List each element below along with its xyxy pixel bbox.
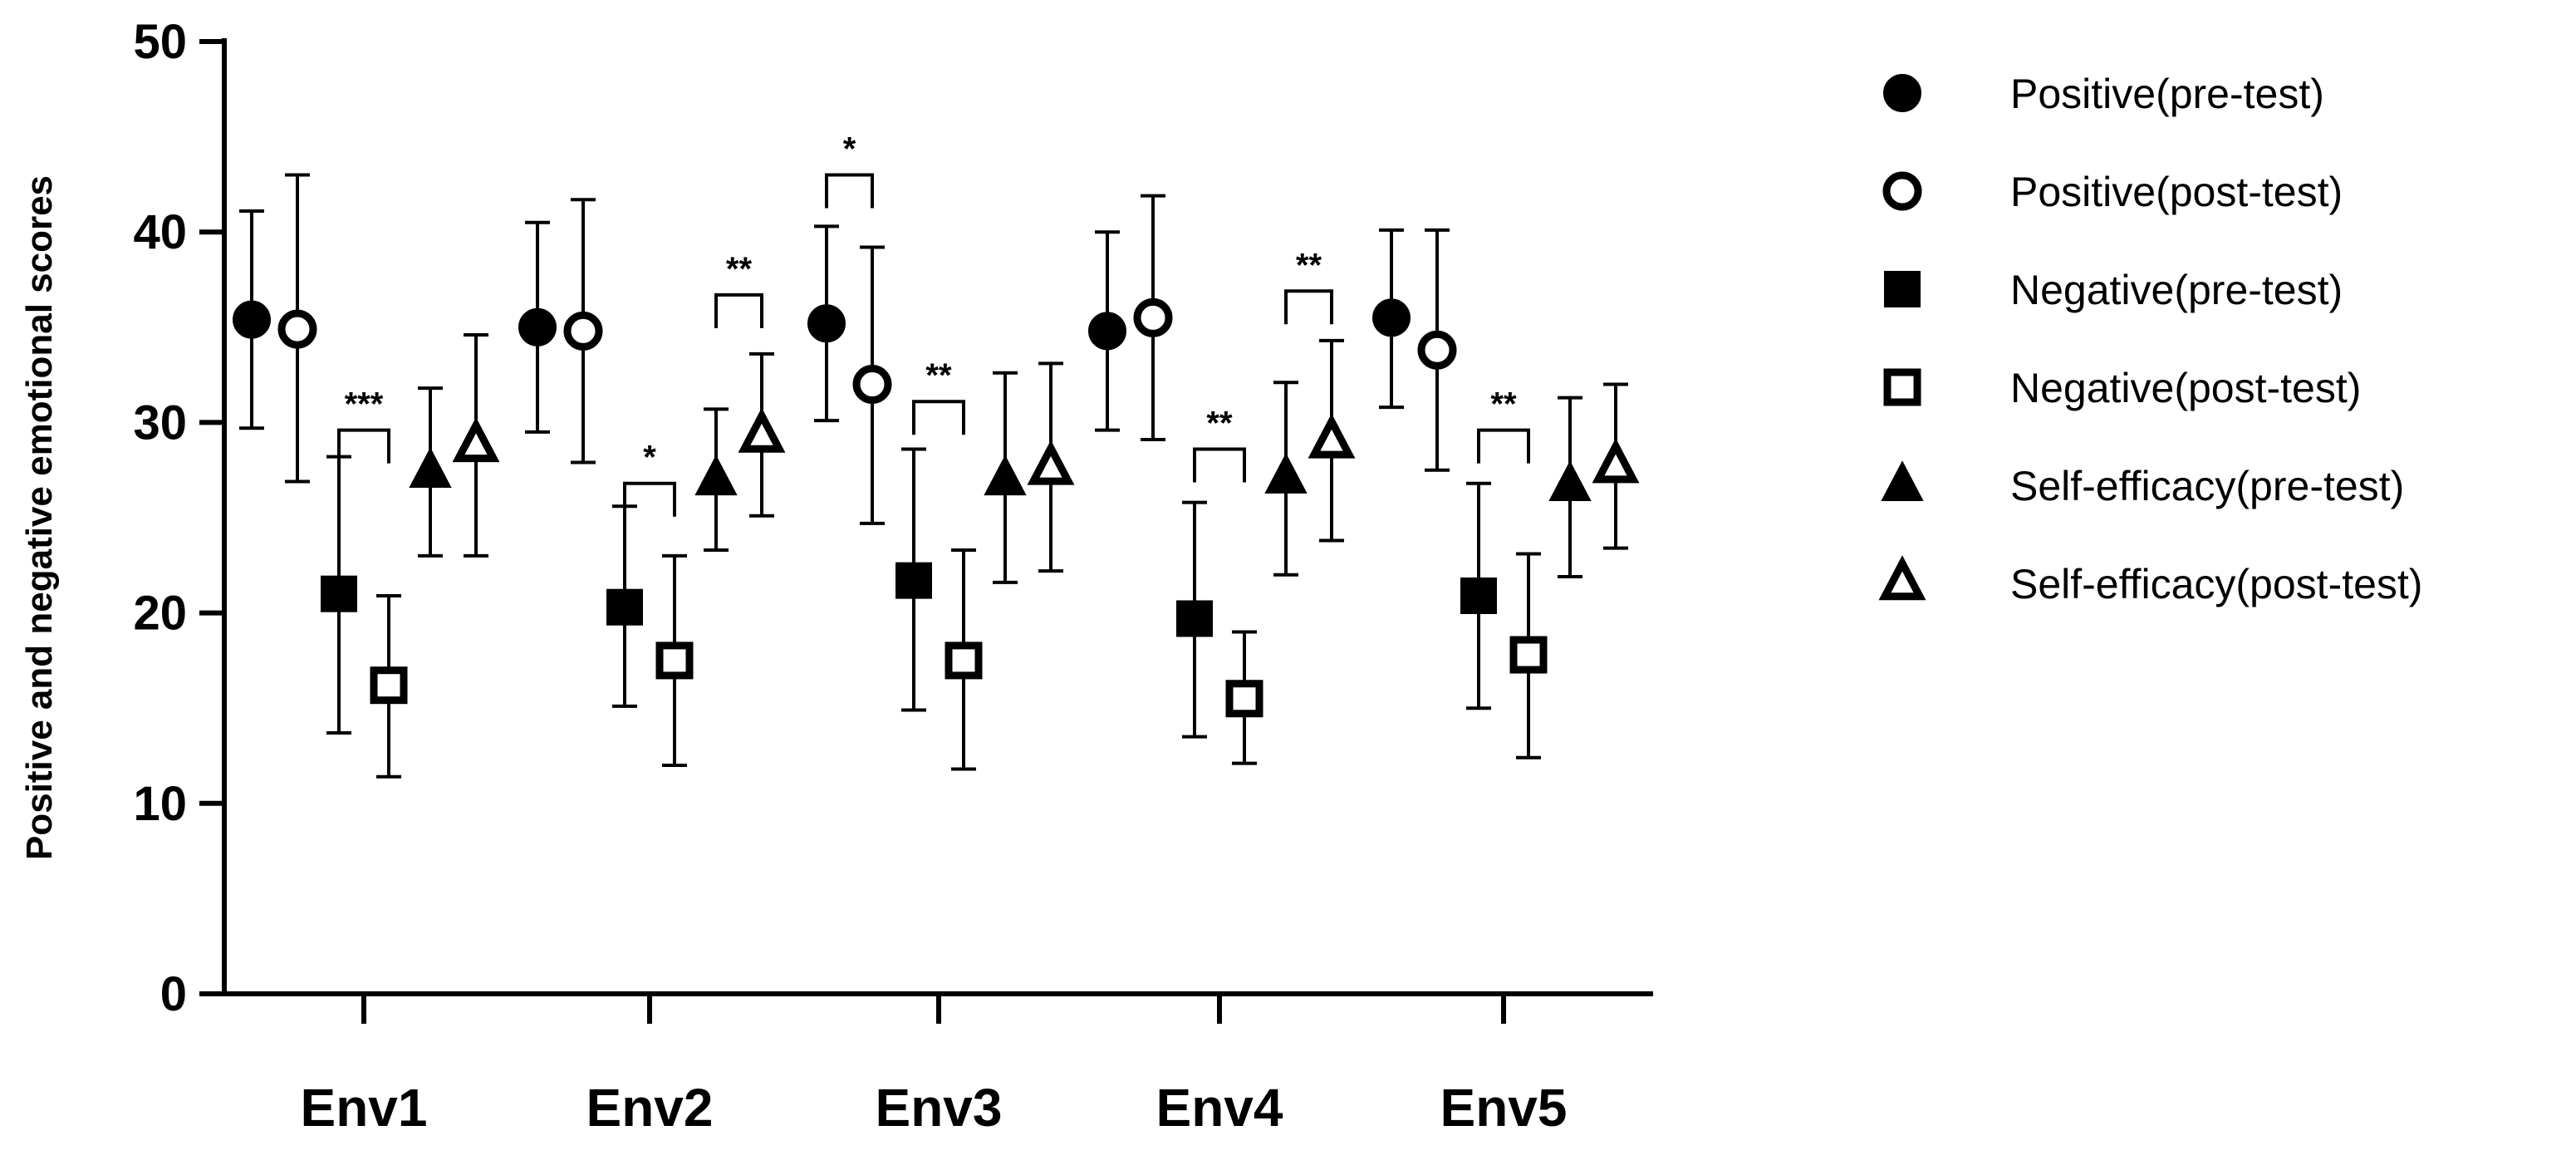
data-point xyxy=(1548,460,1592,502)
x-tick-label: Env2 xyxy=(586,1078,714,1138)
significance-bracket xyxy=(912,400,965,435)
data-point xyxy=(370,666,408,705)
legend-marker xyxy=(1883,74,1921,112)
significance-label: ** xyxy=(1296,247,1322,283)
legend-label: Positive(pre-test) xyxy=(2010,71,2324,117)
y-tick-label: 0 xyxy=(160,967,187,1021)
y-tick-label: 50 xyxy=(133,15,187,69)
x-tick-label: Env5 xyxy=(1440,1078,1568,1138)
data-point xyxy=(694,455,738,496)
data-point xyxy=(1176,600,1213,637)
data-point xyxy=(563,311,603,351)
data-point xyxy=(1027,440,1075,485)
legend-marker xyxy=(1884,271,1921,307)
data-point xyxy=(1264,453,1308,494)
significance-bracket xyxy=(623,481,676,517)
data-point xyxy=(1088,312,1126,351)
legend-label: Positive(post-test) xyxy=(2010,169,2343,215)
data-point xyxy=(1225,680,1263,718)
data-point xyxy=(852,365,892,405)
significance-label: ** xyxy=(1490,386,1517,423)
significance-bracket xyxy=(337,428,390,464)
y-tick-label: 20 xyxy=(133,587,187,641)
data-point xyxy=(321,575,357,612)
data-point xyxy=(1133,297,1173,337)
data-point xyxy=(452,417,500,463)
data-point xyxy=(518,307,557,347)
y-tick-label: 10 xyxy=(133,777,187,831)
significance-bracket xyxy=(1477,428,1530,464)
y-tick-label: 40 xyxy=(133,205,187,259)
data-point xyxy=(738,407,786,453)
data-point xyxy=(606,588,643,626)
significance-bracket xyxy=(1284,289,1333,325)
legend-marker xyxy=(1881,460,1924,501)
legend-label: Self-efficacy(pre-test) xyxy=(2010,463,2404,509)
y-tick-label: 30 xyxy=(133,396,187,450)
legend-marker xyxy=(1883,368,1921,406)
significance-label: ** xyxy=(726,251,753,288)
data-point xyxy=(1417,330,1457,370)
data-point xyxy=(807,304,846,343)
legend-marker xyxy=(1878,555,1926,601)
y-axis-title: Positive and negative emotional scores xyxy=(19,175,60,860)
legend-label: Negative(post-test) xyxy=(2010,365,2361,411)
x-tick-label: Env3 xyxy=(876,1078,1003,1138)
data-point xyxy=(277,309,317,349)
legend-label: Self-efficacy(post-test) xyxy=(2010,561,2422,607)
significance-label: ** xyxy=(1206,405,1233,441)
data-point xyxy=(409,447,452,488)
data-point xyxy=(233,300,271,339)
data-point xyxy=(945,641,983,680)
data-point xyxy=(1372,298,1411,337)
legend: Positive(pre-test) Positive(post-test) Neg… xyxy=(1878,71,2422,607)
data-point xyxy=(984,455,1027,496)
data-point xyxy=(895,562,932,599)
significance-label: * xyxy=(643,440,656,476)
x-tick-label: Env1 xyxy=(301,1078,428,1138)
axes: 0 10 20 30 40 50 Env1 Env2 Env3 Env4 Env5 Positive … xyxy=(19,15,1653,1138)
legend-marker xyxy=(1882,171,1922,211)
significance-bracket xyxy=(825,173,874,209)
significance-bracket xyxy=(1193,447,1246,483)
significance-label: *** xyxy=(345,386,384,423)
data-point xyxy=(1509,636,1548,674)
x-tick-label: Env4 xyxy=(1156,1078,1283,1138)
significance-bracket xyxy=(714,292,763,328)
data-point xyxy=(1460,577,1497,614)
significance-label: ** xyxy=(925,357,952,394)
data-point xyxy=(655,641,694,680)
plot-area: *************** xyxy=(233,130,1640,779)
data-point xyxy=(1592,438,1640,484)
legend-label: Negative(pre-test) xyxy=(2010,267,2343,313)
significance-label: * xyxy=(843,130,856,167)
data-point xyxy=(1308,413,1356,459)
